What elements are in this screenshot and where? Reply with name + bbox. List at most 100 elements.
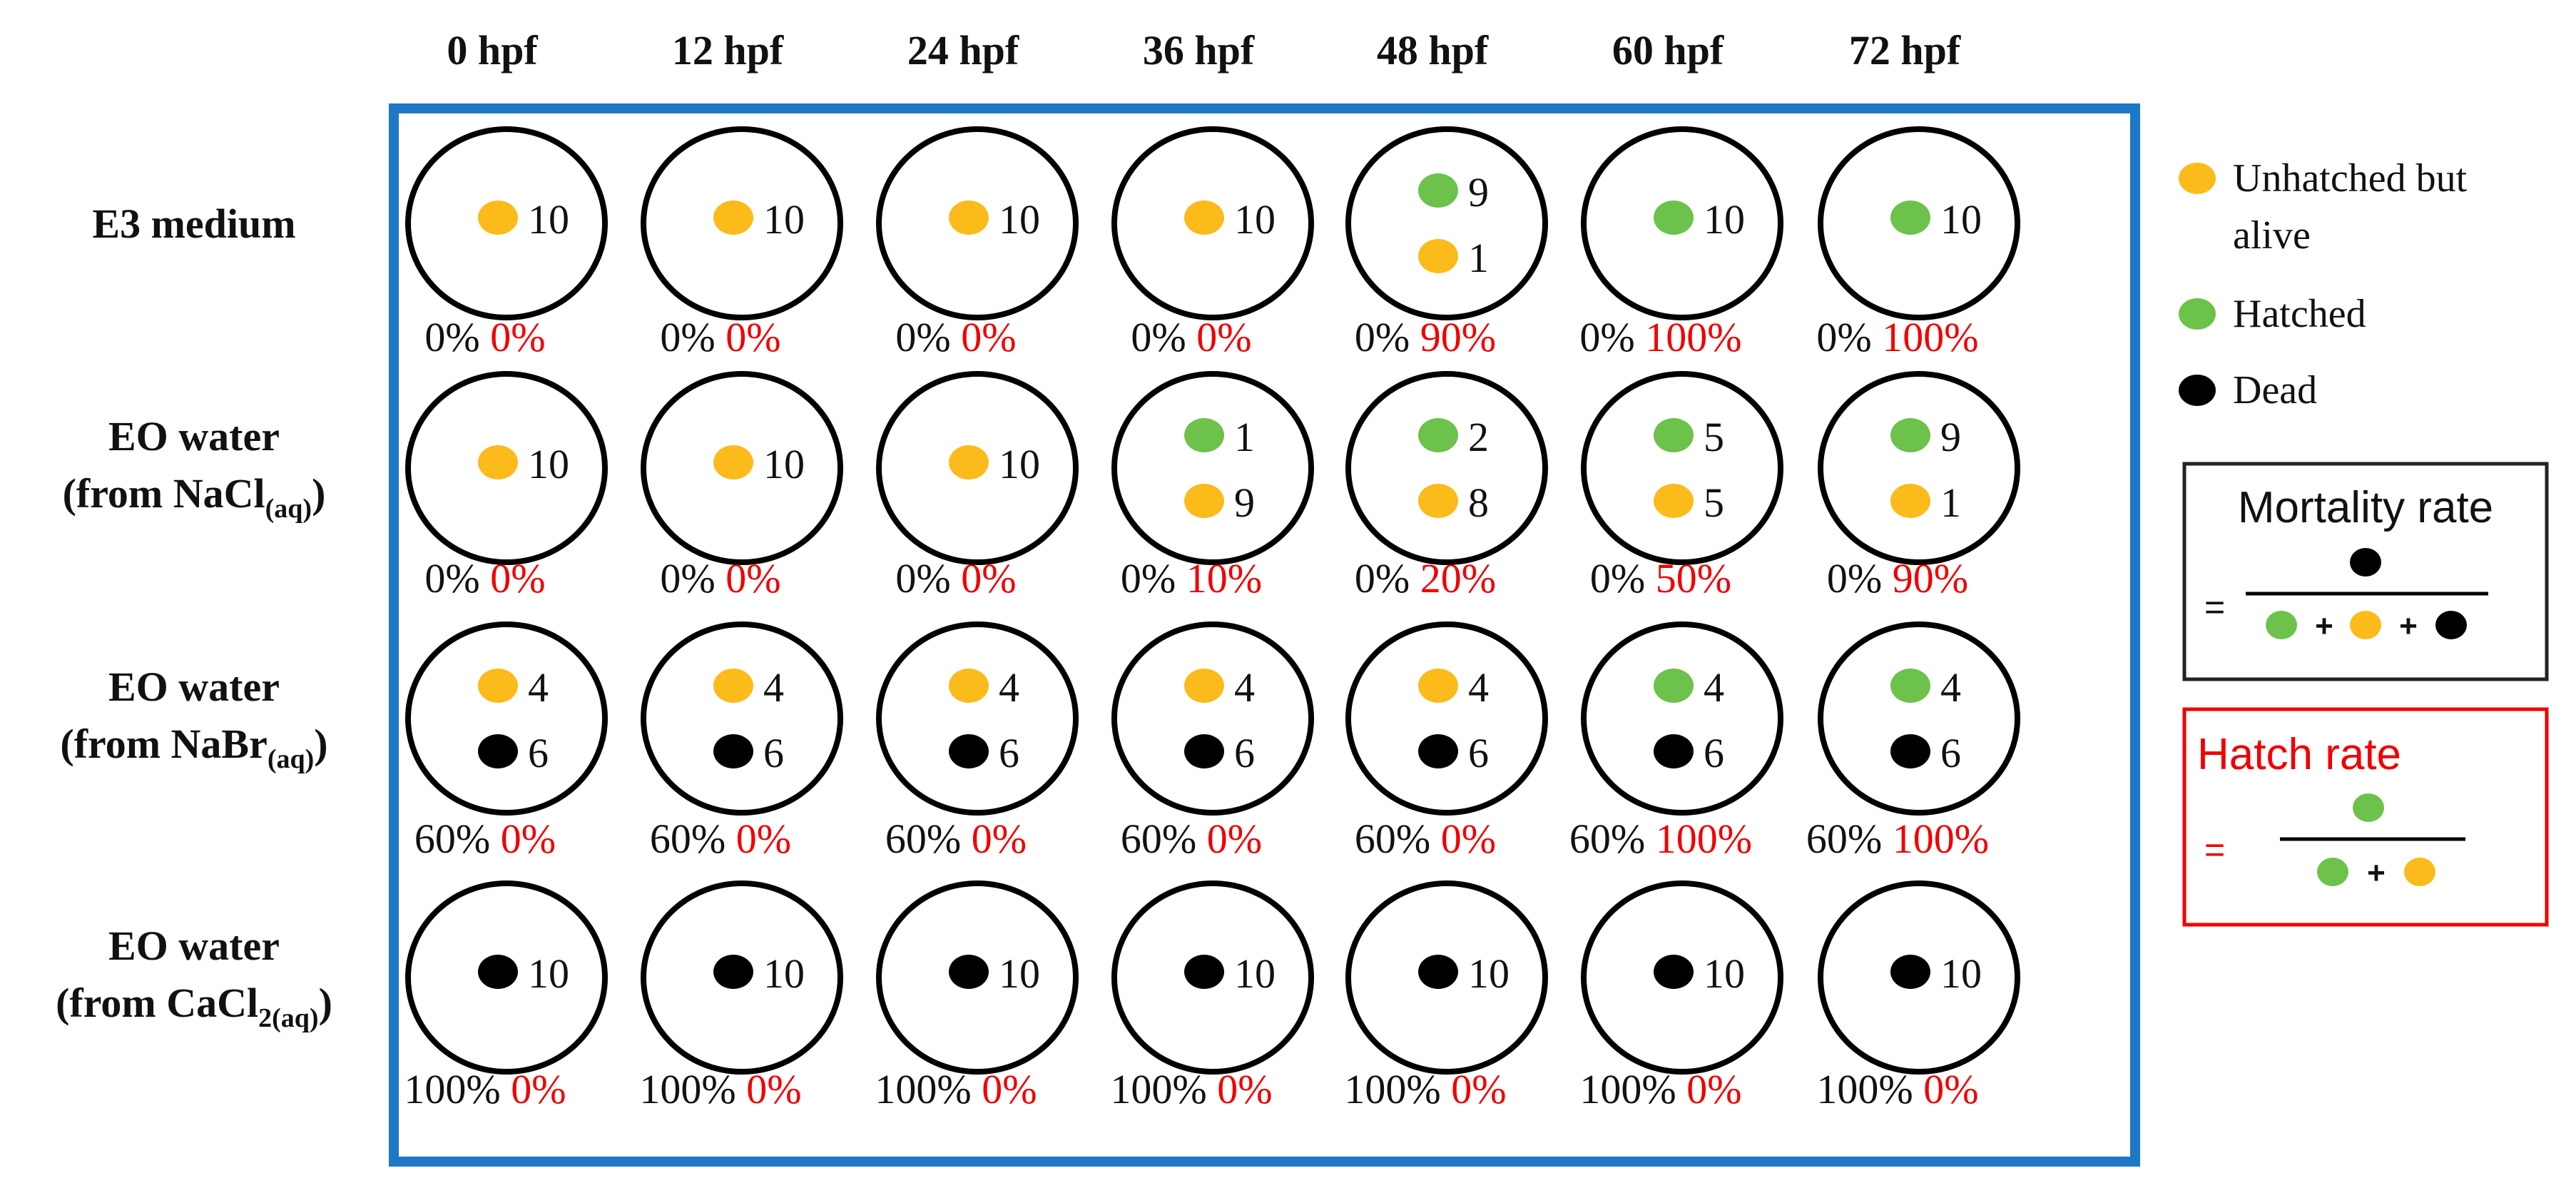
- legend-label: Dead: [2233, 368, 2317, 412]
- mortality-rate-value: 60%: [1355, 816, 1430, 862]
- dish-circle: [405, 621, 608, 816]
- row-label-tail: ): [319, 980, 332, 1026]
- orange-embryo-dot: [713, 200, 753, 235]
- rates-line: 60% 0%: [1121, 816, 1262, 862]
- rate-spacer: [1882, 555, 1893, 601]
- dish-circle: [641, 621, 843, 816]
- mortality-rate-value: 0%: [424, 555, 479, 601]
- mortality-rate-value: 100%: [639, 1066, 735, 1112]
- embryo-count: 10: [1940, 196, 1982, 243]
- hatch-rate-value: 0%: [1686, 1066, 1741, 1112]
- rate-spacer: [1872, 314, 1883, 360]
- mortality-rate-value: 0%: [1355, 555, 1410, 601]
- black-embryo-dot: [949, 734, 989, 768]
- rates-line: 0% 90%: [1827, 555, 1968, 601]
- hatch-rate-value: 0%: [982, 1066, 1037, 1112]
- row-label: EO water: [108, 664, 280, 710]
- hatch-rate-value: 20%: [1420, 555, 1496, 601]
- rates-line: 0% 20%: [1355, 555, 1496, 601]
- embryo-count: 10: [1704, 950, 1745, 997]
- embryo-dish: 46: [1111, 621, 1314, 816]
- dish-circle: [1345, 880, 1548, 1075]
- rates-line: 100% 0%: [639, 1066, 801, 1112]
- rate-spacer: [490, 816, 501, 862]
- dish-circle: [641, 126, 843, 320]
- embryo-dish: 55: [1581, 371, 1783, 565]
- mortality-rate-formula: Mortality rate = + +: [2182, 462, 2549, 681]
- embryo-count: 6: [1468, 730, 1489, 776]
- green-embryo-dot: [1654, 669, 1694, 703]
- mortality-rate-value: 0%: [895, 314, 950, 360]
- rate-spacer: [716, 555, 726, 601]
- hatch-rate-value: 0%: [972, 816, 1027, 862]
- hatch-rate-value: 100%: [1882, 314, 1978, 360]
- mortality-rate-value: 60%: [414, 816, 490, 862]
- embryo-dish: 46: [1345, 621, 1548, 816]
- mortality-rate-value: 60%: [1806, 816, 1882, 862]
- row-label-subscript: (aq): [268, 744, 314, 774]
- mortality-rate-value: 0%: [895, 555, 950, 601]
- black-numerator-dot: [2350, 548, 2381, 577]
- hatch-rate-value: 100%: [1645, 314, 1741, 360]
- embryo-count: 4: [1234, 664, 1255, 711]
- row-label: (from CaCl2(aq)): [56, 980, 332, 1033]
- black-embryo-dot: [1418, 734, 1458, 768]
- embryo-count: 10: [1234, 196, 1276, 243]
- green-embryo-dot: [1418, 418, 1458, 452]
- rates-line: 0% 0%: [660, 555, 780, 601]
- rates-line: 0% 50%: [1590, 555, 1731, 601]
- row-label-text: E3 medium: [92, 200, 295, 247]
- mortality-rate-value: 100%: [1344, 1066, 1440, 1112]
- orange-embryo-dot: [1890, 484, 1930, 518]
- orange-embryo-dot: [1418, 484, 1458, 518]
- embryo-count: 1: [1468, 235, 1489, 281]
- embryo-count: 8: [1468, 479, 1489, 526]
- embryo-count: 9: [1234, 479, 1255, 526]
- orange-embryo-dot: [478, 669, 518, 703]
- black-embryo-dot: [478, 955, 518, 989]
- embryo-count: 4: [528, 664, 549, 711]
- time-point-header: 12 hpf: [672, 27, 784, 73]
- green-embryo-dot: [1890, 418, 1930, 452]
- rates-line: 60% 100%: [1569, 816, 1752, 862]
- embryo-dish: 10: [1111, 880, 1314, 1075]
- orange-denominator-dot: [2350, 611, 2381, 639]
- dish-circle: [1111, 126, 1314, 320]
- black-embryo-dot: [1890, 955, 1930, 989]
- rates-line: 60% 0%: [1355, 816, 1496, 862]
- rate-spacer: [1207, 1066, 1218, 1112]
- rates-line: 60% 0%: [414, 816, 556, 862]
- rate-spacer: [972, 1066, 982, 1112]
- embryo-dish: 10: [876, 126, 1079, 320]
- embryo-count: 6: [1940, 730, 1961, 776]
- row-label: EO water: [108, 923, 280, 969]
- embryo-count: 5: [1704, 414, 1724, 460]
- row-label-text: EO water: [108, 664, 280, 710]
- orange-embryo-dot: [1654, 484, 1694, 518]
- embryo-dish: 10: [641, 880, 843, 1075]
- rate-spacer: [726, 816, 736, 862]
- hatch-rate-value: 0%: [1207, 816, 1262, 862]
- hatch-rate-value: 90%: [1420, 314, 1496, 360]
- hatch-rate-value: 0%: [726, 555, 780, 601]
- plus-sign: +: [2399, 609, 2418, 644]
- embryo-dish: 10: [876, 880, 1079, 1075]
- row-label-text: (from CaCl: [56, 980, 258, 1026]
- embryo-count: 10: [1940, 950, 1982, 997]
- embryo-dish: 10: [641, 371, 843, 565]
- rates-line: 0% 0%: [424, 555, 545, 601]
- dish-circle: [876, 371, 1079, 565]
- rates-line: 100% 0%: [1579, 1066, 1741, 1112]
- green-embryo-dot: [1654, 200, 1694, 235]
- orange-embryo-dot: [1418, 669, 1458, 703]
- green-denominator-dot: [2266, 611, 2297, 639]
- row-label: (from NaBr(aq)): [60, 721, 327, 774]
- time-point-header: 24 hpf: [907, 27, 1019, 73]
- hatch-rate-value: 50%: [1656, 555, 1731, 601]
- orange-embryo-dot: [1184, 669, 1224, 703]
- dish-circle: [876, 621, 1079, 816]
- row-label-subscript: 2(aq): [258, 1003, 318, 1033]
- green-embryo-dot: [1418, 173, 1458, 208]
- embryo-dish: 46: [876, 621, 1079, 816]
- orange-embryo-dot: [1184, 200, 1224, 235]
